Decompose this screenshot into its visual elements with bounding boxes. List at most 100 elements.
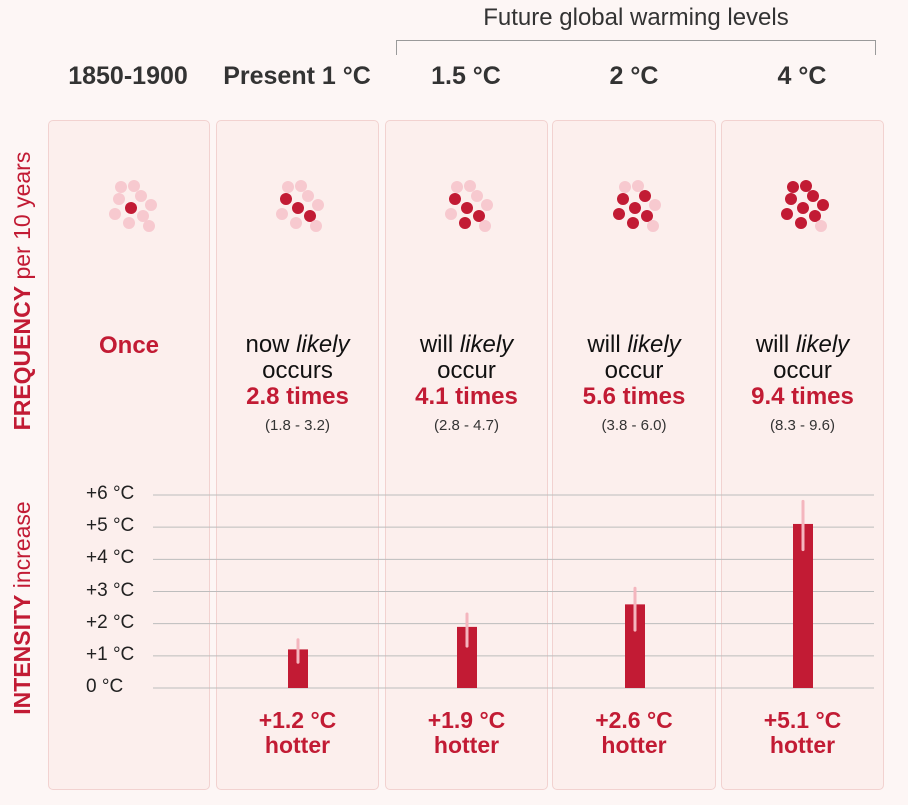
frequency-dot — [282, 181, 294, 193]
column-header-1-5: 1.5 °C — [431, 62, 501, 90]
frequency-dot — [445, 208, 457, 220]
frequency-dot — [451, 181, 463, 193]
frequency-dot — [787, 181, 799, 193]
y-tick-label: +5 °C — [86, 515, 135, 537]
hotter-1-5: +1.9 °C hotter — [385, 708, 548, 758]
y-tick-label: +4 °C — [86, 547, 135, 569]
y-tick-label: +6 °C — [86, 483, 135, 504]
frequency-4-range: (8.3 - 9.6) — [769, 417, 836, 434]
frequency-2-range: (3.8 - 6.0) — [601, 417, 667, 434]
frequency-4-times: 9.4 times — [751, 383, 854, 410]
frequency-dot — [481, 199, 493, 211]
hotter-4-value: +5.1 °C — [763, 707, 842, 733]
frequency-dot — [276, 208, 288, 220]
hotter-4-word: hotter — [769, 732, 836, 758]
frequency-2-line1: will likely — [587, 331, 681, 358]
frequency-dot — [109, 208, 121, 220]
frequency-dot — [800, 180, 812, 192]
frequency-dot — [461, 202, 473, 214]
frequency-1-5-times: 4.1 times — [415, 383, 518, 410]
future-bracket — [396, 40, 876, 55]
frequency-2: will likely occur 5.6 times (3.8 - 6.0) — [552, 332, 716, 439]
frequency-dot — [128, 180, 140, 192]
frequency-dot — [280, 193, 292, 205]
hotter-present-word: hotter — [264, 732, 331, 758]
column-header-4: 4 °C — [777, 62, 827, 90]
intensity-bar — [457, 626, 477, 688]
frequency-dot — [795, 217, 807, 229]
frequency-dot — [613, 208, 625, 220]
frequency-dot — [632, 180, 644, 192]
frequency-dot — [815, 220, 827, 232]
frequency-dot — [135, 190, 147, 202]
frequency-dot — [809, 210, 821, 222]
frequency-dot — [115, 181, 127, 193]
frequency-1-5-range: (2.8 - 4.7) — [433, 417, 500, 434]
frequency-4-line1: will likely — [755, 331, 850, 358]
intensity-bar — [288, 649, 308, 688]
frequency-dot — [302, 190, 314, 202]
frequency-dot — [145, 199, 157, 211]
y-tick-label: +2 °C — [86, 611, 135, 633]
hotter-4: +5.1 °C hotter — [721, 708, 884, 758]
frequency-dot — [290, 217, 302, 229]
y-tick-label: +3 °C — [86, 579, 135, 601]
frequency-dot — [617, 193, 629, 205]
frequency-dot — [807, 190, 819, 202]
frequency-2-times: 5.6 times — [582, 383, 686, 410]
future-warming-label: Future global warming levels — [483, 4, 789, 31]
frequency-4: will likely occur 9.4 times (8.3 - 9.6) — [721, 332, 884, 439]
frequency-dot — [464, 180, 476, 192]
frequency-present: now likely occurs 2.8 times (1.8 - 3.2) — [216, 332, 379, 439]
y-tick-label: +1 °C — [86, 643, 135, 665]
frequency-dot — [137, 210, 149, 222]
frequency-dot — [785, 193, 797, 205]
hotter-present-value: +1.2 °C — [258, 707, 337, 733]
hotter-2-value: +2.6 °C — [595, 707, 673, 733]
frequency-dot — [471, 190, 483, 202]
frequency-1-5-line2: occur — [437, 357, 496, 384]
frequency-dot — [143, 220, 155, 232]
frequency-dot — [304, 210, 316, 222]
frequency-1-5: will likely occur 4.1 times (2.8 - 4.7) — [385, 332, 548, 439]
frequency-dot — [113, 193, 125, 205]
hotter-1-5-value: +1.9 °C — [427, 707, 506, 733]
frequency-present-line2: occurs — [262, 357, 333, 384]
frequency-dot — [627, 217, 639, 229]
frequency-dot — [797, 202, 809, 214]
frequency-dot — [123, 217, 135, 229]
frequency-dot — [449, 193, 461, 205]
hotter-1-5-word: hotter — [433, 732, 500, 758]
frequency-4-line2: occur — [773, 357, 832, 384]
frequency-dot — [649, 199, 661, 211]
frequency-1-5-line1: will likely — [419, 331, 514, 358]
frequency-dot — [641, 210, 653, 222]
frequency-dot — [619, 181, 631, 193]
frequency-dot — [639, 190, 651, 202]
frequency-present-line1: now likely — [245, 331, 350, 358]
frequency-dot — [292, 202, 304, 214]
frequency-dot — [647, 220, 659, 232]
hotter-2: +2.6 °C hotter — [552, 708, 716, 758]
card-baseline — [48, 120, 210, 790]
intensity-bar — [625, 604, 645, 688]
y-tick-label: 0 °C — [86, 676, 124, 697]
frequency-present-times: 2.8 times — [246, 383, 349, 410]
frequency-dot — [125, 202, 137, 214]
frequency-present-range: (1.8 - 3.2) — [264, 417, 331, 434]
frequency-dot — [817, 199, 829, 211]
column-header-baseline: 1850-1900 — [68, 62, 188, 90]
hotter-2-word: hotter — [601, 732, 667, 758]
hotter-present: +1.2 °C hotter — [216, 708, 379, 758]
frequency-baseline-once: Once — [98, 332, 160, 359]
frequency-dot — [312, 199, 324, 211]
frequency-dot — [310, 220, 322, 232]
frequency-dot — [295, 180, 307, 192]
column-header-present: Present 1 °C — [223, 62, 371, 90]
intensity-bar — [793, 523, 813, 688]
frequency-dot — [473, 210, 485, 222]
frequency-dot — [629, 202, 641, 214]
frequency-dot — [459, 217, 471, 229]
frequency-dot — [479, 220, 491, 232]
